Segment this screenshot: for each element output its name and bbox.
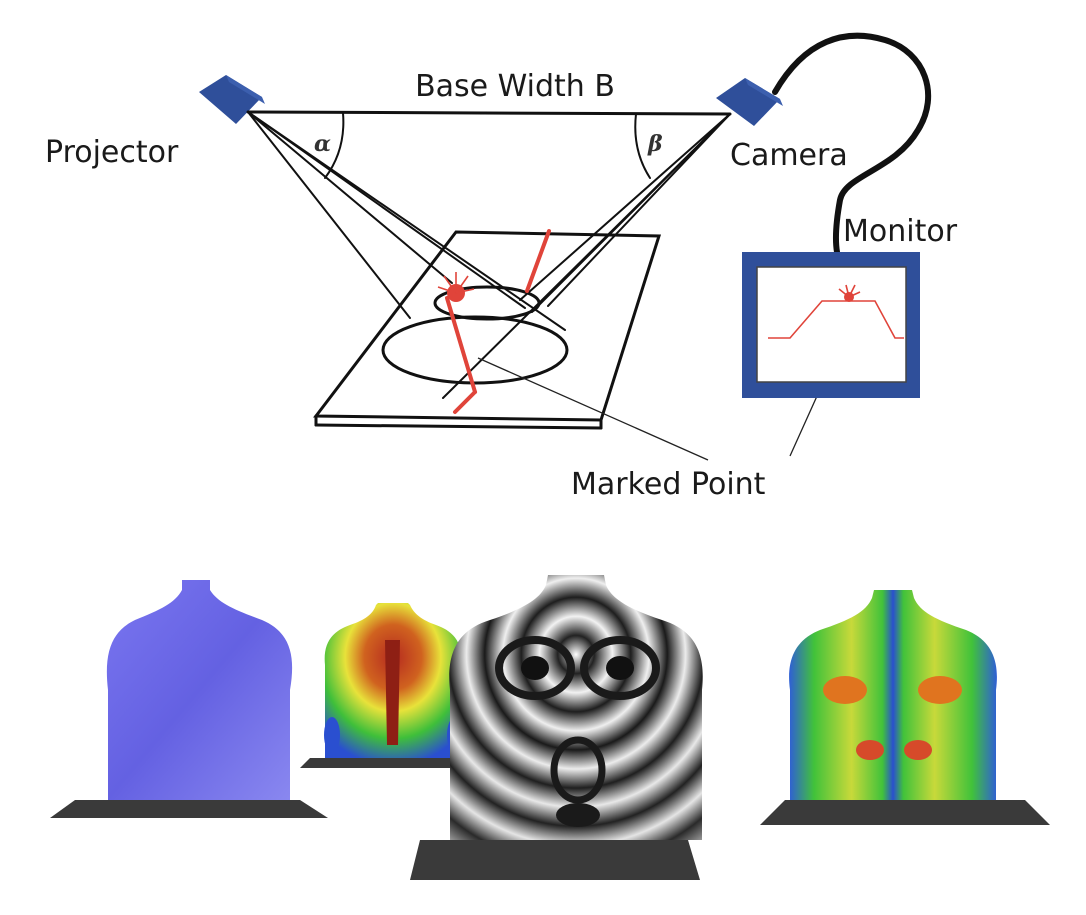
baseline — [246, 110, 732, 116]
base-width-label: Base Width B — [415, 69, 615, 104]
torso-heatmap-green-render — [760, 590, 1050, 825]
object-base-ellipse — [381, 315, 569, 385]
torso-blue-render — [50, 580, 328, 818]
marked-point-label: Marked Point — [571, 467, 766, 502]
projected-stripe — [445, 229, 551, 414]
projector-label: Projector — [45, 135, 179, 170]
object-top-ellipse — [433, 285, 541, 321]
projector-rays — [247, 111, 566, 331]
torso-moire-render — [410, 575, 703, 880]
camera-rays — [442, 113, 731, 399]
camera-icon — [716, 78, 783, 126]
camera-cable — [772, 32, 932, 255]
alpha-angle-arc — [324, 112, 345, 179]
monitor — [742, 252, 920, 398]
platform — [313, 230, 662, 430]
beta-label: β — [647, 131, 663, 157]
camera-label: Camera — [730, 138, 848, 173]
marked-point-icon — [437, 272, 475, 302]
torso-heatmap-red-render — [300, 603, 470, 768]
beta-angle-arc — [634, 113, 651, 179]
alpha-label: α — [314, 131, 331, 157]
projector-icon — [199, 75, 265, 124]
marked-point-leader — [477, 357, 709, 461]
monitor-label: Monitor — [843, 214, 958, 249]
